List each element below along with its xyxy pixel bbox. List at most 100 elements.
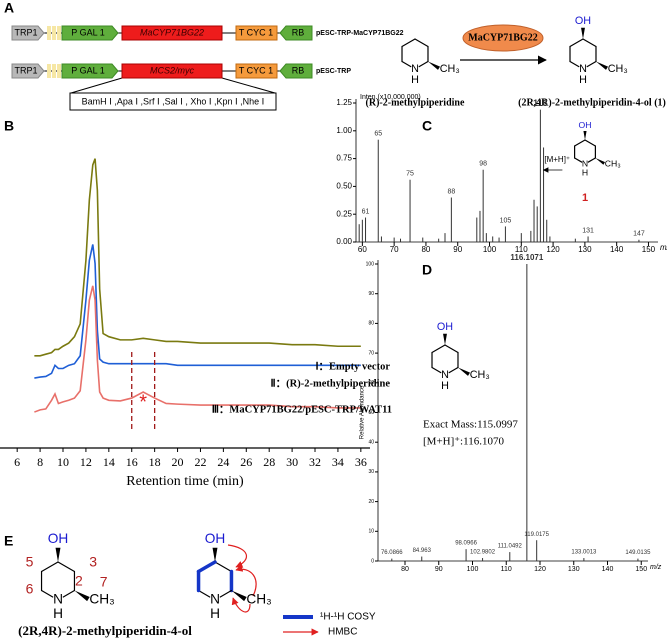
bond <box>57 561 76 573</box>
peak-label: 65 <box>374 131 382 138</box>
y-tick-label: 0 <box>371 558 374 564</box>
atom-label: N <box>411 63 419 75</box>
terminator-label: T CYC 1 <box>239 27 273 37</box>
wedge-bond <box>457 367 471 376</box>
bond <box>431 344 446 354</box>
spacer <box>47 26 51 40</box>
bond <box>431 366 442 374</box>
x-tick-label: 6 <box>14 455 20 469</box>
x-tick-label: 22 <box>194 455 206 469</box>
atom-label: H <box>582 167 588 177</box>
wedge-bond <box>595 61 609 70</box>
bond <box>569 60 580 68</box>
promoter-arrow <box>61 63 119 79</box>
x-tick-label: 14 <box>103 455 115 469</box>
exact-mass: Exact Mass:115.0997 <box>423 419 518 431</box>
x-tick-label: 12 <box>80 455 92 469</box>
bond <box>587 157 596 163</box>
promoter-label: P GAL 1 <box>71 27 105 37</box>
bond <box>444 344 459 354</box>
substrate-name: (R)-2-methylpiperidine <box>366 97 465 108</box>
connector <box>70 77 123 94</box>
peak-label: 61 <box>362 208 370 215</box>
wedge-bond <box>581 27 585 39</box>
wedge-bond <box>595 158 606 165</box>
atom-label: OH <box>205 531 226 546</box>
y-tick-label: 0.75 <box>336 154 352 163</box>
x-tick-label: 20 <box>172 455 184 469</box>
y-tick-label: 1.25 <box>336 98 352 107</box>
bond <box>584 139 596 147</box>
atom-label: CH₃ <box>608 63 628 75</box>
atom-label: H <box>411 74 419 86</box>
y-axis-label: Relative Abundance <box>360 385 366 439</box>
atom-label: N <box>441 369 449 381</box>
peak-label: 133.0013 <box>571 550 597 556</box>
peak-label: 105 <box>500 217 512 224</box>
bond <box>448 366 459 374</box>
trace <box>34 158 361 357</box>
x-tick-label: 100 <box>483 245 497 254</box>
bond <box>582 38 597 48</box>
annotation: [M+H]⁺ <box>544 155 570 164</box>
bond <box>197 589 211 598</box>
bond <box>214 561 233 573</box>
x-tick-label: 60 <box>358 245 367 254</box>
gene-label: MaCYP71BG22 <box>140 27 204 37</box>
x-tick-label: 30 <box>286 455 298 469</box>
sites-text: BamH Ⅰ ,Apa Ⅰ ,Srf Ⅰ ,Sal Ⅰ , Xho Ⅰ ,Kpn… <box>82 96 265 106</box>
x-tick-label: 80 <box>421 245 430 254</box>
ion-mass: [M+H]⁺:116.1070 <box>423 436 504 448</box>
gene-label: MCS2/myc <box>150 65 195 75</box>
x-tick-label: 36 <box>355 455 367 469</box>
panel-label: C <box>422 118 432 134</box>
terminator-box <box>235 25 278 41</box>
x-tick-label: 100 <box>467 566 479 573</box>
y-tick-label: 90 <box>368 291 374 297</box>
peak-label: 116.1071 <box>510 253 543 262</box>
marker-label: TRP1 <box>14 27 37 37</box>
bond <box>414 38 429 48</box>
x-tick-label: 110 <box>501 566 512 573</box>
y-tick-label: 0.25 <box>336 209 352 218</box>
atom-label: CH₃ <box>470 369 490 381</box>
x-axis-label: m/z <box>650 564 662 571</box>
atom-label: OH <box>579 120 592 130</box>
atom-number: 7 <box>100 574 108 590</box>
bond <box>40 589 54 598</box>
terminator-box <box>235 63 278 79</box>
trace-label: Ⅰ：Empty vector <box>315 360 390 372</box>
bond <box>219 589 233 598</box>
x-tick-label: 140 <box>610 245 624 254</box>
atom-label: CH₃ <box>89 592 114 607</box>
border-arrow <box>279 25 313 41</box>
atom-number: 3 <box>89 554 97 570</box>
marker-arrow <box>11 25 45 41</box>
plasmid-label: pESC-TRP <box>316 68 351 75</box>
atom-label: CH₃ <box>246 592 271 607</box>
wedge-bond <box>583 131 587 140</box>
x-tick-label: 26 <box>240 455 252 469</box>
peak-label: 98.0966 <box>455 541 477 547</box>
y-tick-label: 50 <box>368 410 374 416</box>
trace <box>34 285 361 413</box>
y-tick-label: 100 <box>366 261 375 267</box>
plasmid-label: pESC-TRP-MaCYP71BG22 <box>316 30 404 37</box>
marker-arrow <box>11 63 45 79</box>
atom-label: OH <box>48 531 69 546</box>
atom-label: N <box>53 592 63 607</box>
hmbc-arrow <box>235 564 257 597</box>
trace-label: Ⅱ：(R)-2-methylpiperidine <box>271 377 391 389</box>
wedge-bond <box>212 547 218 562</box>
x-tick-label: 140 <box>602 566 614 573</box>
bond <box>574 157 583 163</box>
atom-label: OH <box>437 321 453 333</box>
peak-label: 149.0135 <box>625 550 651 556</box>
bond <box>40 561 59 573</box>
panel-label: B <box>4 118 14 134</box>
legend-text: ¹H-¹H COSY <box>320 612 376 623</box>
trace <box>34 244 361 379</box>
sites-box <box>69 92 277 111</box>
peak-label: 147 <box>633 231 645 238</box>
